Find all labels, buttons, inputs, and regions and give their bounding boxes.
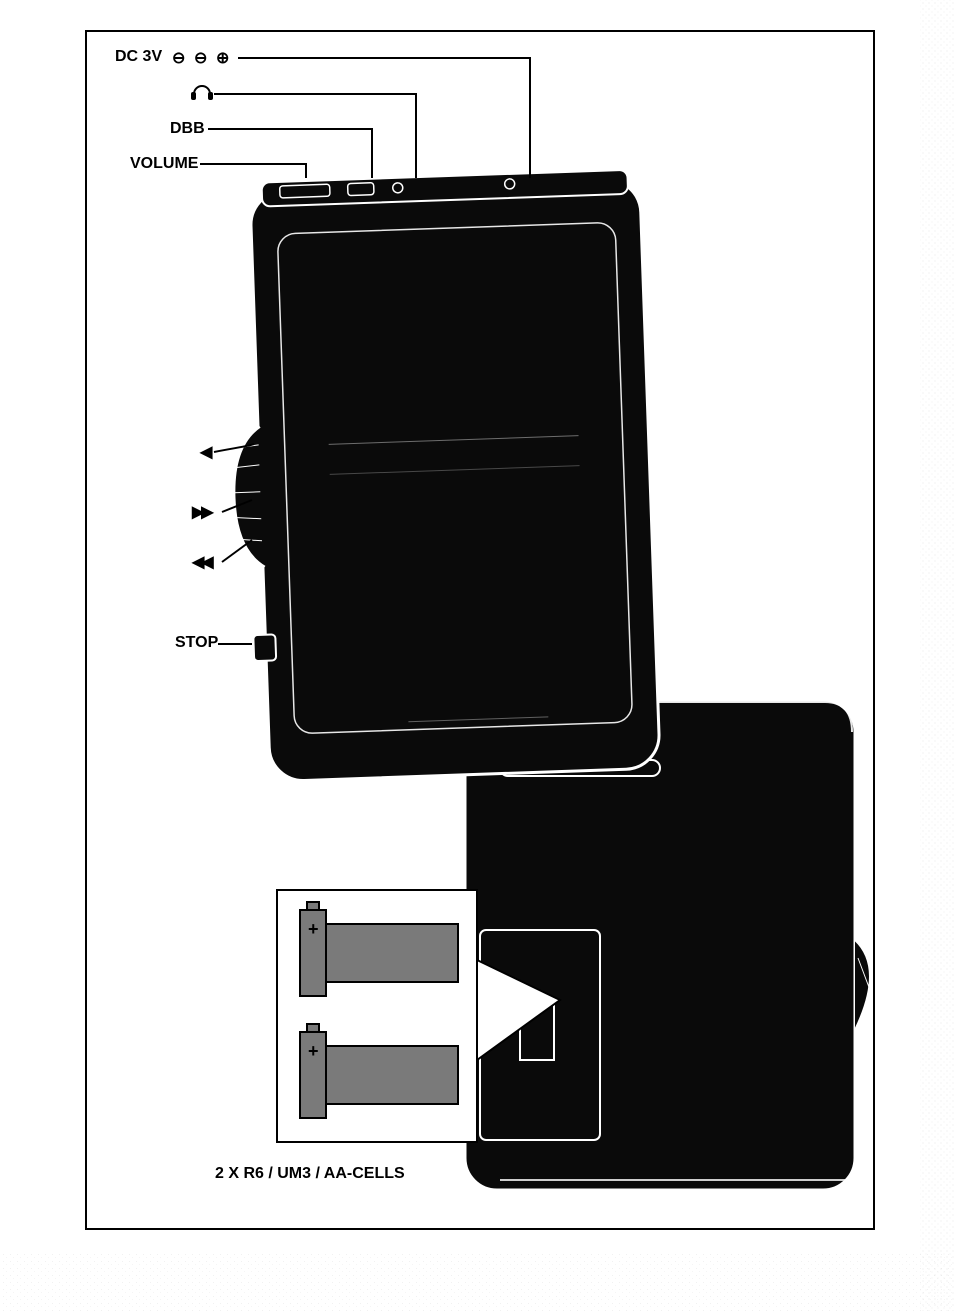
label-dbb: DBB (170, 120, 205, 138)
label-dc3v: DC 3V (115, 48, 162, 66)
headphones-icon (191, 86, 213, 100)
page: + + DC 3V ⊖ ⊖ ⊕ DBB VOLUME ◀ ▶▶ ◀◀ STOP … (0, 0, 954, 1311)
label-volume: VOLUME (130, 155, 198, 173)
polarity-minus-icon: ⊖ (172, 48, 185, 68)
label-stop: STOP (175, 634, 218, 652)
leader-lines-top (200, 58, 530, 178)
svg-text:+: + (308, 919, 319, 939)
polarity-plus-icon: ⊕ (216, 48, 229, 68)
svg-text:+: + (308, 1041, 319, 1061)
play-icon: ◀ (200, 442, 212, 462)
polarity-tip-icon: ⊖ (194, 48, 207, 68)
label-batteries: 2 X R6 / UM3 / AA-CELLS (215, 1165, 405, 1183)
device-front (224, 169, 661, 782)
diagram-svg: + + (0, 0, 954, 1311)
fast-forward-icon: ▶▶ (192, 502, 211, 522)
rewind-icon: ◀◀ (192, 552, 211, 572)
